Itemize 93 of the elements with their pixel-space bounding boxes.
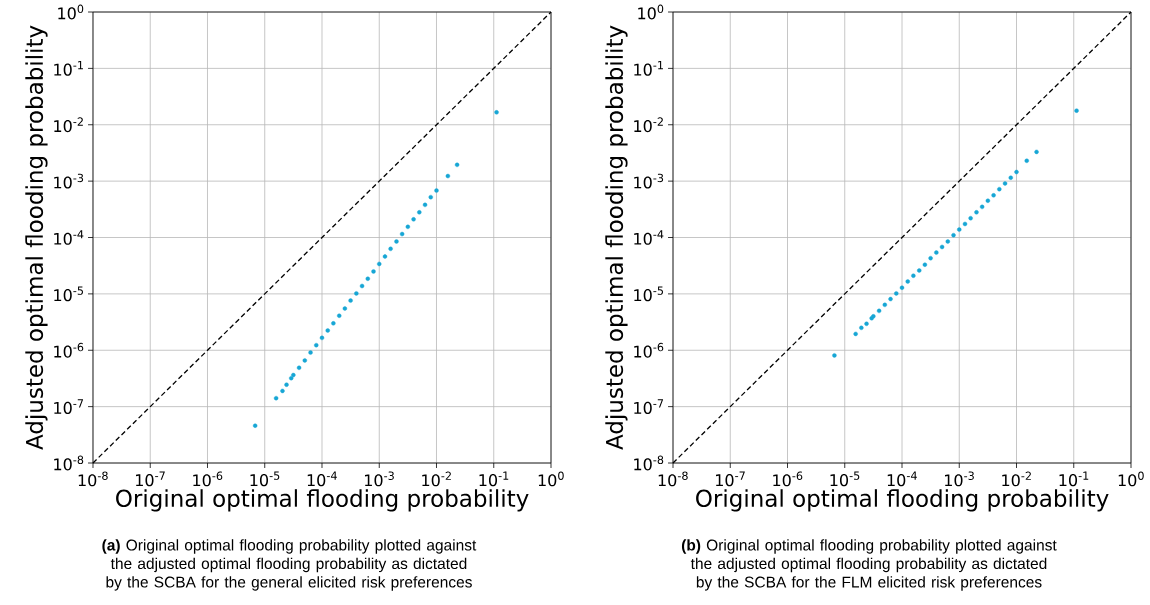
- x-tick-label: 10$^{-8}$: [658, 471, 688, 487]
- point: [968, 216, 973, 221]
- point: [894, 291, 899, 296]
- x-tick-label: 10$^{-1}$: [1059, 471, 1089, 487]
- x-tick-label: 10$^{-7}$: [716, 471, 745, 487]
- point: [371, 269, 376, 274]
- point: [991, 193, 996, 198]
- point: [974, 210, 979, 215]
- point: [377, 261, 382, 267]
- x-tick-label: 10$^{-6}$: [773, 471, 803, 487]
- x-axis-title: Original optimal flooding probability: [116, 489, 529, 512]
- point: [939, 244, 945, 250]
- x-tick-label: 10$^{-3}$: [364, 471, 394, 487]
- point: [957, 227, 962, 232]
- point: [348, 298, 353, 303]
- y-tick-label: 10$^{-4}$: [634, 230, 664, 245]
- point: [319, 335, 325, 341]
- point: [905, 279, 910, 284]
- point: [337, 313, 342, 318]
- point: [417, 210, 422, 215]
- y-tick-label: 10$^{-7}$: [634, 399, 664, 414]
- point: [359, 283, 365, 289]
- point: [422, 202, 428, 208]
- x-tick-label: 10$^{-3}$: [945, 471, 974, 487]
- point: [296, 365, 302, 370]
- x-tick-label: 10$^{-1}$: [479, 471, 509, 487]
- x-tick-label: 10$^{-7}$: [135, 471, 165, 487]
- point: [405, 224, 411, 229]
- y-tick-label: 10$^{-8}$: [634, 455, 664, 471]
- x-tick-label: 10$^{-2}$: [1002, 471, 1031, 487]
- point: [382, 254, 388, 259]
- y-tick-label: 10$^{-6}$: [634, 342, 664, 358]
- x-axis-title: Original optimal flooding probability: [696, 489, 1109, 512]
- point: [979, 204, 985, 210]
- text: (a) Original optimal flooding probability plotted against the adjusted optimal flooding probability as dictated by the SCBA for the general elicited risk preferences: [102, 539, 477, 591]
- point: [1008, 175, 1013, 180]
- point: [888, 296, 893, 302]
- point: [428, 194, 433, 200]
- point: [394, 239, 399, 244]
- x-tick-label: 10$^{-6}$: [193, 471, 223, 487]
- y-tick-label: 10$^{-3}$: [634, 173, 664, 189]
- point: [911, 273, 916, 278]
- x-tick-label: 10$^{-5}$: [830, 471, 860, 487]
- x-tick-label: 10$^{0}$: [1118, 471, 1144, 487]
- x-tick-label: 10$^{-8}$: [78, 471, 108, 487]
- point: [882, 302, 888, 308]
- point: [342, 306, 348, 311]
- point: [934, 250, 939, 255]
- x-tick-label: 10$^{-2}$: [422, 471, 451, 487]
- point: [314, 342, 319, 348]
- y-tick-label: 10$^{-5}$: [54, 286, 84, 302]
- point: [331, 321, 336, 326]
- point: [399, 231, 405, 237]
- x-tick-label: 10$^{-5}$: [250, 471, 280, 487]
- y-tick-label: 10$^{0}$: [638, 4, 664, 20]
- point: [951, 232, 956, 238]
- y-tick-label: 10$^{-2}$: [634, 117, 663, 133]
- point: [354, 291, 359, 296]
- y-tick-label: 10$^{-5}$: [634, 286, 664, 302]
- y-tick-label: 10$^{-1}$: [634, 61, 663, 76]
- point: [1014, 169, 1019, 175]
- point: [411, 217, 416, 222]
- point: [291, 372, 296, 378]
- x-tick-label: 10$^{-4}$: [887, 471, 917, 487]
- point: [308, 350, 313, 355]
- y-tick-label: 10$^{-8}$: [54, 455, 84, 471]
- point: [388, 246, 393, 252]
- point: [325, 328, 330, 333]
- y-tick-label: 10$^{0}$: [58, 4, 84, 20]
- point: [928, 255, 933, 261]
- y-tick-label: 10$^{-7}$: [54, 399, 84, 414]
- point: [302, 358, 308, 363]
- y-axis-title: Adjusted optimal flooding probability: [25, 25, 48, 450]
- x-tick-label: 10$^{0}$: [538, 471, 564, 487]
- point: [922, 262, 928, 267]
- point: [434, 188, 439, 193]
- point: [1002, 181, 1008, 186]
- text: (b) Original optimal flooding probability plotted against the adjusted optimal flooding probability as dictated by the SCBA for the FLM elicited risk preferences: [681, 539, 1057, 591]
- y-tick-label: 10$^{-2}$: [54, 117, 83, 133]
- point: [899, 285, 905, 290]
- point: [945, 239, 951, 244]
- point: [365, 276, 370, 281]
- point: [997, 186, 1002, 192]
- y-axis-title: Adjusted optimal flooding probability: [605, 25, 628, 450]
- point: [876, 308, 882, 314]
- y-tick-label: 10$^{-4}$: [54, 230, 84, 245]
- point: [962, 221, 968, 227]
- y-tick-label: 10$^{-1}$: [54, 61, 83, 76]
- y-tick-label: 10$^{-3}$: [54, 173, 84, 189]
- point: [917, 268, 922, 273]
- x-tick-label: 10$^{-4}$: [307, 471, 337, 487]
- y-tick-label: 10$^{-6}$: [54, 342, 84, 358]
- point: [985, 198, 991, 203]
